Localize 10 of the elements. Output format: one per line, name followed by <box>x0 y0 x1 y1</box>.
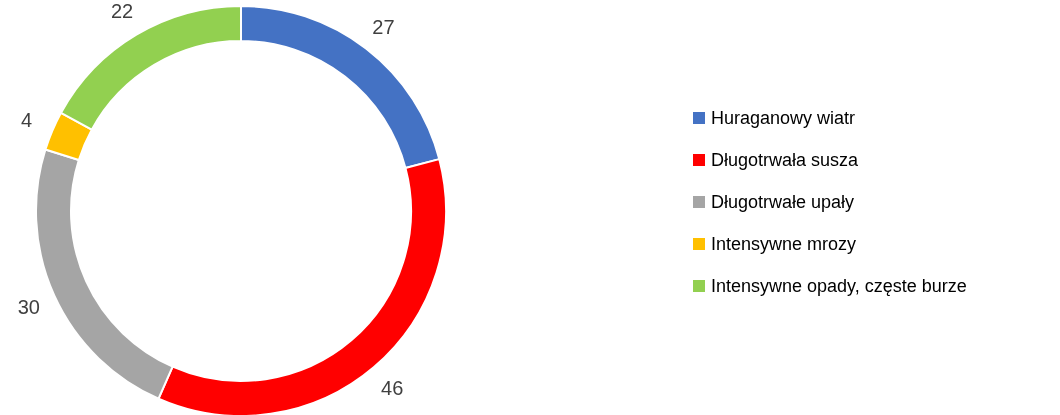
legend-label: Intensywne opady, częste burze <box>711 276 967 296</box>
legend-label: Huraganowy wiatr <box>711 108 856 128</box>
data-label: 46 <box>381 377 404 400</box>
legend-label: Długotrwała susza <box>711 150 860 170</box>
data-label: 4 <box>21 108 33 131</box>
data-label: 30 <box>17 296 40 319</box>
data-label: 22 <box>110 0 134 22</box>
legend-label: Długotrwałe upały <box>711 192 855 212</box>
legend-label: Intensywne mrozy <box>711 234 857 254</box>
data-label: 27 <box>372 15 395 38</box>
